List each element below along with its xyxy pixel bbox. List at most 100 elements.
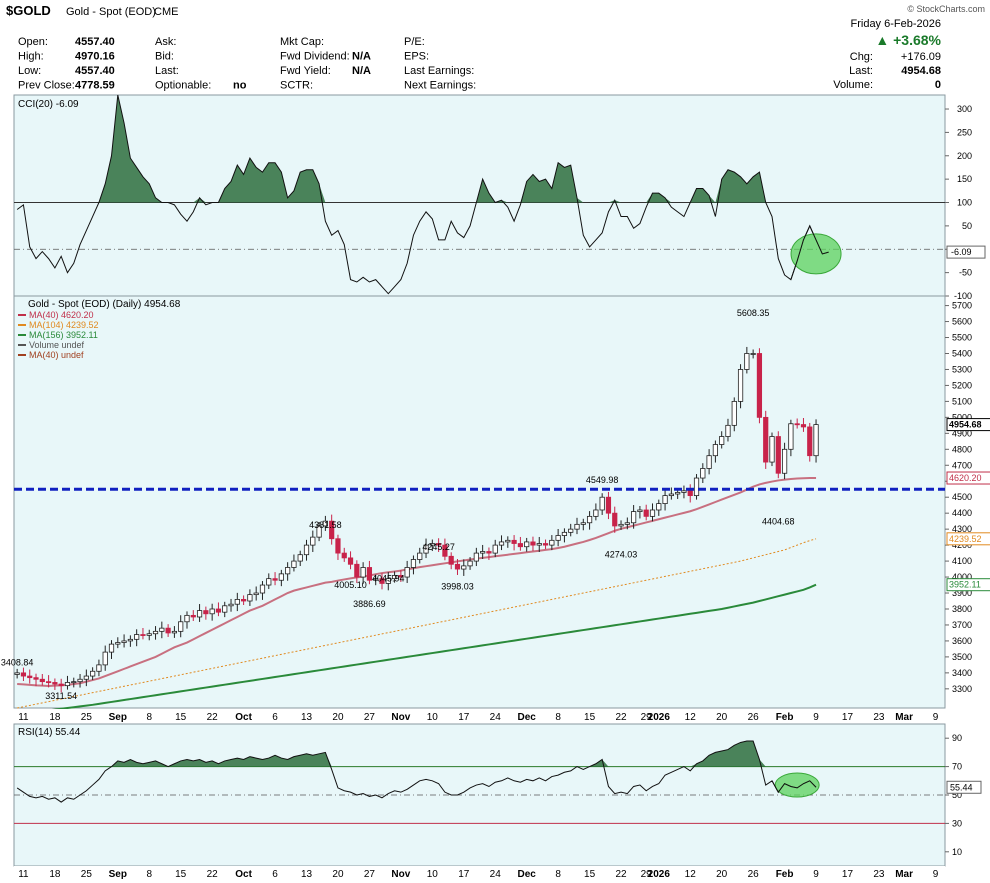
candle-body [593,509,599,517]
price-tick-label: 3900 [952,588,972,598]
x-axis-label: 2026 [648,869,671,880]
watermark: © StockCharts.com [907,4,985,14]
candle-body [266,578,272,586]
candle-body [574,523,580,530]
x-axis-rsi: 11 18 25 Sep 8 15 22 Oct 6 13 20 27 Nov 10 17 24 Dec 8 15 2… [14,866,945,880]
x-axis-band [14,866,945,880]
candle-body [108,643,115,653]
price-tick-label: 5600 [952,317,972,327]
x-axis-label: 8 [555,712,561,723]
cci-tick-label: -50 [959,268,972,278]
x-axis-price: 11 18 25 Sep 8 15 22 Oct 6 13 20 27 Nov 10 17 24 Dec 8 15 2… [14,709,945,723]
candle-body [159,627,165,632]
candle-body [58,683,64,687]
candle-body [410,559,417,568]
candle-body [360,567,366,578]
legend-entry: MA(156) 3952.11 [29,330,98,340]
candle-body [178,621,184,632]
candle-body [203,610,209,615]
candle-body [335,538,341,554]
cci-line-recent [790,224,829,280]
x-axis-label: 23 [873,869,885,880]
cci-highlight-circle [790,233,842,275]
candle-body [706,455,712,469]
price-annotation: 4045.94 [372,574,405,584]
x-axis-label: 6 [272,712,278,723]
x-axis-label: 8 [555,869,561,880]
candle-body [461,565,467,570]
price-annotation: 5608.35 [737,308,770,318]
candle-body [347,557,354,565]
rsi-current-tag [946,780,982,794]
quote-value: 4557.40 [75,36,115,48]
price-right-tag [946,578,990,592]
candle-body [637,509,643,512]
price-tick-label: 4700 [952,460,972,470]
price-tick-label: 3800 [952,604,972,614]
x-axis-label: Dec [517,869,536,880]
candle-body [222,605,228,613]
price-tick-label: 5300 [952,364,972,374]
candle-body [423,544,429,554]
candle-body [662,495,668,504]
x-axis-label: Dec [517,712,536,723]
candle-body [429,543,435,546]
candle-body [442,544,448,557]
x-axis-label: 10 [427,712,439,723]
quote-label: Fwd Dividend: [280,51,350,63]
x-axis-label: 13 [301,869,313,880]
candle-body [228,603,234,607]
candle-body [763,416,769,463]
candle-body [39,678,45,683]
candle-body [285,567,291,575]
price-tick-label: 4000 [952,572,972,582]
candle-body [247,594,253,602]
price-tick-label: 4400 [952,508,972,518]
candle-body [297,554,303,562]
candle-body [693,477,700,497]
candle-body [505,539,511,543]
x-axis-label: 18 [49,869,61,880]
x-axis-label: Feb [776,712,794,723]
candle-body [775,436,781,474]
x-axis-label: 10 [427,869,439,880]
candle-body [27,675,33,679]
candle-body [64,682,71,687]
x-axis-label: 22 [207,869,219,880]
rsi-overbought-fill [17,741,817,767]
quote-value: 4778.59 [75,80,115,92]
price-tick-label: 4500 [952,492,972,502]
quote-value: 4557.40 [75,65,115,77]
quote-label: Last Earnings: [404,65,474,77]
candle-body [719,436,725,445]
candle-body [517,543,523,548]
x-axis-label: 22 [207,712,219,723]
candle-body [750,353,756,355]
candle-body [253,592,259,596]
candle-body [480,551,486,554]
x-axis-label: 22 [615,869,627,880]
quote-label: Prev Close: [18,80,75,92]
volume-value: 0 [935,79,941,91]
candle-body [807,426,813,457]
candle-body [700,468,706,479]
x-axis-label: 20 [716,869,728,880]
price-tick-label: 5200 [952,380,972,390]
last-value: 4954.68 [901,65,941,77]
x-axis-label: 6 [272,869,278,880]
x-axis-label: Nov [391,869,410,880]
cci-tick-label: 50 [962,221,972,231]
price-tick-label: 5700 [952,301,972,311]
quote-label: P/E: [404,36,425,48]
candle-body [134,634,140,640]
x-axis-label: 15 [175,869,187,880]
cci-current-value: -6.09 [951,247,972,257]
candle-body [555,535,561,541]
candle-body [329,520,335,540]
x-axis-label: 27 [364,712,376,723]
candle-body [656,503,662,511]
price-annotation: 4549.98 [586,475,619,485]
candle-body [542,543,549,546]
candle-body [612,512,618,527]
quote-label: Ask: [155,36,176,48]
